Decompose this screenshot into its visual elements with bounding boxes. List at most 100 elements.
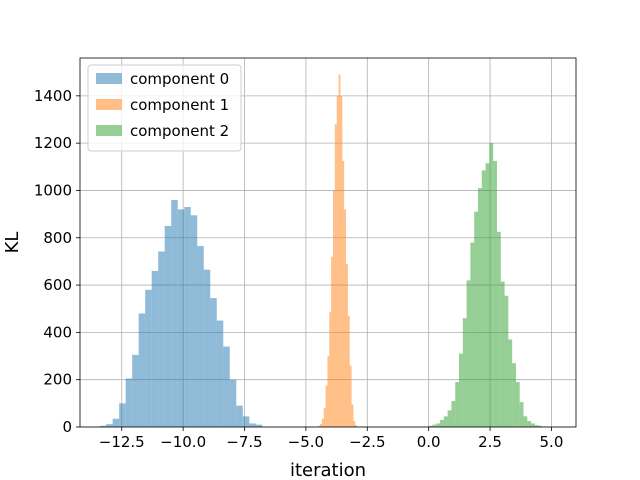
y-tick-label: 600 <box>43 276 72 294</box>
x-tick-label: 2.5 <box>478 433 502 451</box>
series-1-bars <box>318 74 358 428</box>
histogram-bar <box>527 421 532 427</box>
y-tick-label: 1200 <box>34 134 72 152</box>
histogram-bar <box>336 95 339 427</box>
histogram-bar <box>177 209 185 427</box>
histogram-bars <box>99 74 543 428</box>
histogram-bar <box>534 425 539 427</box>
histogram-bar <box>489 143 494 427</box>
legend-swatch <box>96 73 122 84</box>
histogram-bar <box>340 95 343 427</box>
histogram-bar <box>515 382 520 427</box>
histogram-bar <box>459 353 463 427</box>
histogram-bar <box>333 190 335 427</box>
histogram-bar <box>496 231 501 427</box>
histogram-bar <box>255 424 263 427</box>
x-axis-label: iteration <box>290 460 366 480</box>
histogram-bar <box>353 421 356 427</box>
x-axis-ticks: −12.5 −10.0 −7.5 −5.0 −2.5 0.0 2.5 5.0 <box>99 427 564 451</box>
histogram-bar <box>447 410 452 427</box>
histogram-bar <box>327 356 330 427</box>
histogram-bar <box>504 295 509 427</box>
histogram-bar <box>334 124 337 427</box>
histogram-bar <box>347 315 350 427</box>
legend-swatch <box>96 99 122 110</box>
x-tick-label: 5.0 <box>540 433 564 451</box>
series-0-bars <box>99 199 263 427</box>
x-tick-label: −10.0 <box>160 433 206 451</box>
histogram-bar <box>436 423 441 427</box>
histogram-bar <box>512 363 516 427</box>
histogram-bar <box>210 298 217 427</box>
plot-frame <box>79 57 577 428</box>
histogram-bar <box>519 402 524 427</box>
y-tick-label: 0 <box>62 418 72 436</box>
histogram-bar <box>493 160 497 427</box>
series-2-bars <box>428 143 543 427</box>
histogram-bar <box>119 403 126 427</box>
histogram-bar <box>355 425 358 427</box>
histogram-bar <box>342 160 345 427</box>
histogram-bar <box>455 382 460 427</box>
histogram-bar <box>443 416 448 427</box>
legend-box <box>87 64 242 152</box>
histogram-bar <box>523 416 528 427</box>
histogram-bar <box>106 424 113 427</box>
legend-label: component 1 <box>130 96 229 114</box>
histogram-bar <box>338 74 341 428</box>
histogram-bar <box>242 416 250 427</box>
histogram-bar <box>132 354 139 427</box>
histogram-bar <box>451 400 456 427</box>
y-tick-label: 200 <box>43 371 72 389</box>
histogram-bar <box>349 365 352 427</box>
y-tick-label: 1400 <box>34 87 72 105</box>
legend-swatch <box>96 125 122 136</box>
x-tick-label: −2.5 <box>349 433 385 451</box>
histogram-bar <box>477 188 482 427</box>
histogram-bar <box>320 424 322 427</box>
histogram-bar <box>190 215 198 427</box>
histogram-bar <box>432 424 437 427</box>
histogram-bar <box>331 256 334 427</box>
legend-label: component 2 <box>130 122 229 140</box>
legend-label: component 0 <box>130 70 229 88</box>
y-axis-ticks: 0 200 400 600 800 1000 1200 1400 <box>34 87 80 436</box>
histogram-bar <box>485 163 490 427</box>
histogram-bar <box>500 281 505 427</box>
histogram-bar <box>351 404 354 427</box>
histogram-bar <box>508 339 513 427</box>
y-tick-label: 400 <box>43 323 72 341</box>
histogram-bar <box>184 207 191 427</box>
histogram-bar <box>203 269 211 427</box>
histogram-bar <box>321 418 324 427</box>
y-axis-label: KL <box>2 232 23 254</box>
histogram-bar <box>329 312 332 427</box>
histogram-bar <box>428 425 433 427</box>
histogram-bar <box>481 170 486 427</box>
histogram-bar <box>138 313 146 427</box>
histogram-bar <box>531 423 535 427</box>
histogram-bar <box>171 199 178 427</box>
histogram-bar <box>164 225 172 427</box>
y-tick-label: 1000 <box>34 181 72 199</box>
histogram-bar <box>462 318 467 427</box>
histogram-bar <box>125 378 133 427</box>
histogram-bar <box>229 379 237 427</box>
x-tick-label: 0.0 <box>417 433 441 451</box>
histogram-bar <box>318 425 321 427</box>
histogram-bar <box>197 246 204 427</box>
histogram-bar <box>323 408 326 427</box>
histogram-bar <box>538 425 543 427</box>
histogram-bar <box>470 242 475 427</box>
legend: component 0 component 1 component 2 <box>87 64 242 152</box>
histogram-bar <box>158 251 165 427</box>
histogram-bar <box>344 209 346 427</box>
histogram-bar <box>99 425 107 427</box>
y-tick-label: 800 <box>43 229 72 247</box>
histogram-bar <box>474 211 478 427</box>
histogram-bar <box>216 320 224 427</box>
histogram-bar <box>325 385 328 427</box>
x-tick-label: −5.0 <box>288 433 324 451</box>
x-tick-label: −7.5 <box>226 433 262 451</box>
